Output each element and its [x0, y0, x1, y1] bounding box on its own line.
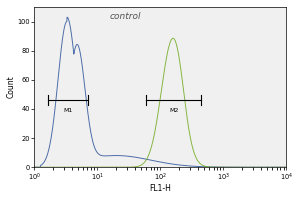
X-axis label: FL1-H: FL1-H	[149, 184, 171, 193]
Y-axis label: Count: Count	[7, 76, 16, 98]
Text: control: control	[110, 12, 141, 21]
Text: M1: M1	[63, 108, 73, 113]
Text: M2: M2	[169, 108, 178, 113]
